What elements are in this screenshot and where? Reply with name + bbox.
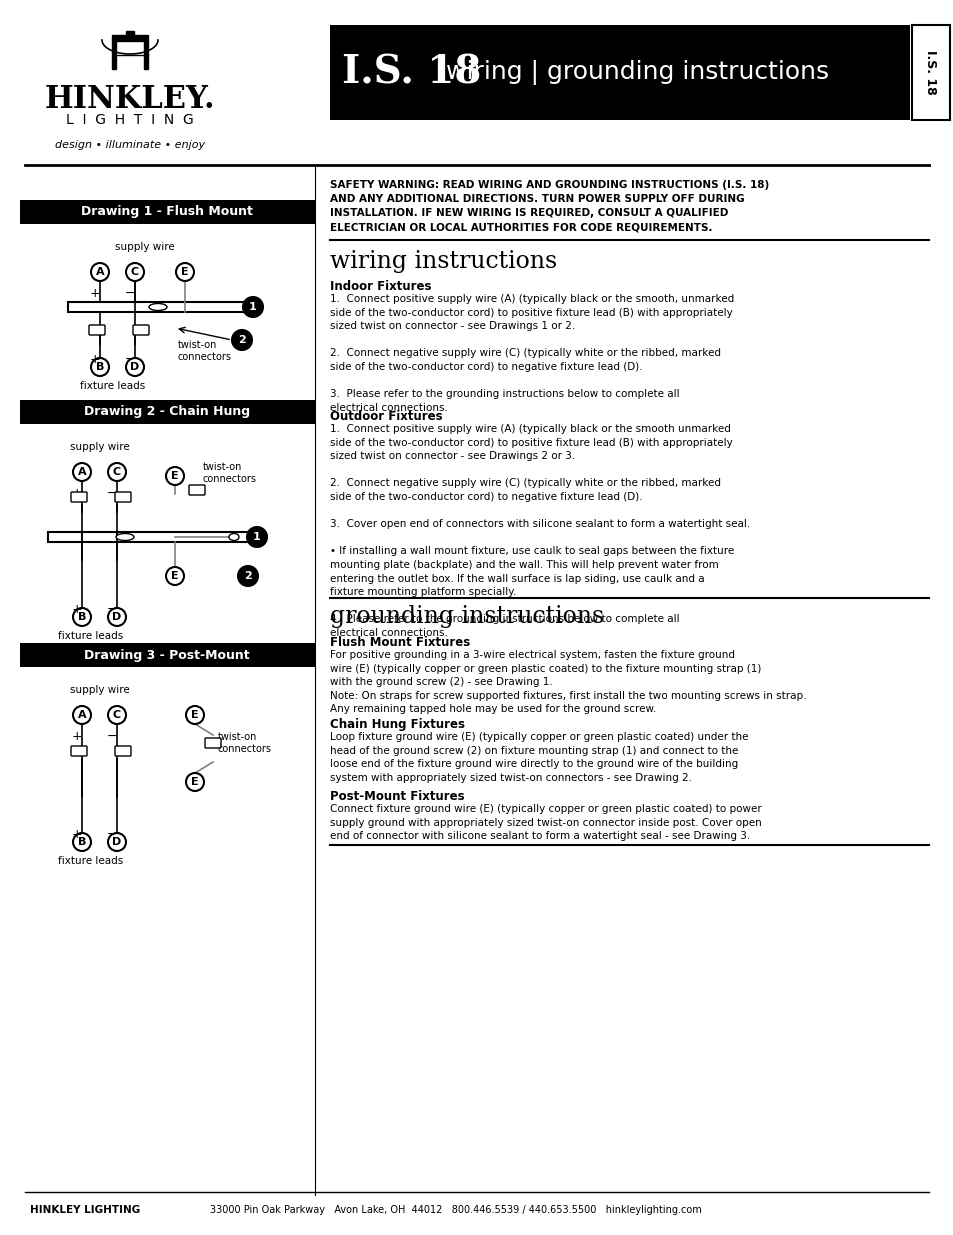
Bar <box>20 643 314 667</box>
Text: E: E <box>191 777 198 787</box>
FancyBboxPatch shape <box>115 492 131 501</box>
Circle shape <box>73 832 91 851</box>
Text: grounding instructions: grounding instructions <box>330 605 603 629</box>
FancyBboxPatch shape <box>189 485 205 495</box>
Text: 2: 2 <box>244 571 252 580</box>
Text: HINKLEY.: HINKLEY. <box>45 84 215 116</box>
Circle shape <box>91 263 109 282</box>
Circle shape <box>108 706 126 724</box>
Circle shape <box>108 463 126 480</box>
Text: D: D <box>112 613 121 622</box>
Bar <box>20 200 314 224</box>
Text: Loop fixture ground wire (E) (typically copper or green plastic coated) under th: Loop fixture ground wire (E) (typically … <box>330 732 748 783</box>
Text: Connect fixture ground wire (E) (typically copper or green plastic coated) to po: Connect fixture ground wire (E) (typical… <box>330 804 760 841</box>
Text: +: + <box>90 287 100 300</box>
Text: fixture leads: fixture leads <box>58 856 123 866</box>
Text: B: B <box>95 362 104 372</box>
Text: supply wire: supply wire <box>115 242 174 252</box>
Bar <box>126 31 133 36</box>
Text: C: C <box>112 710 121 720</box>
Text: SAFETY WARNING: READ WIRING AND GROUNDING INSTRUCTIONS (I.S. 18)
AND ANY ADDITIO: SAFETY WARNING: READ WIRING AND GROUNDIN… <box>330 180 768 232</box>
Text: −: − <box>125 353 135 366</box>
Circle shape <box>237 566 257 585</box>
Text: +: + <box>71 487 82 500</box>
Text: twist-on
connectors: twist-on connectors <box>218 732 272 753</box>
Circle shape <box>126 358 144 375</box>
Text: I.S. 18: I.S. 18 <box>341 53 481 91</box>
Text: −: − <box>125 287 135 300</box>
Text: E: E <box>171 471 178 480</box>
Text: Indoor Fixtures: Indoor Fixtures <box>330 280 431 293</box>
Text: Chain Hung Fixtures: Chain Hung Fixtures <box>330 718 464 731</box>
Text: twist-on
connectors: twist-on connectors <box>203 462 256 484</box>
Text: +: + <box>90 353 100 366</box>
Ellipse shape <box>229 534 239 541</box>
Text: Outdoor Fixtures: Outdoor Fixtures <box>330 410 442 424</box>
Text: E: E <box>171 571 178 580</box>
Text: +: + <box>71 730 82 743</box>
Text: wiring instructions: wiring instructions <box>330 249 557 273</box>
Text: I.S. 18: I.S. 18 <box>923 51 937 95</box>
Text: A: A <box>77 710 86 720</box>
Text: L  I  G  H  T  I  N  G: L I G H T I N G <box>66 112 193 127</box>
Bar <box>911 25 949 120</box>
Circle shape <box>232 330 252 350</box>
Text: fixture leads: fixture leads <box>80 382 145 391</box>
FancyBboxPatch shape <box>71 746 87 756</box>
Bar <box>112 35 148 41</box>
Bar <box>330 25 909 120</box>
Circle shape <box>166 567 184 585</box>
Text: E: E <box>181 267 189 277</box>
Text: 1: 1 <box>253 532 260 542</box>
Text: D: D <box>112 837 121 847</box>
Text: supply wire: supply wire <box>70 685 130 695</box>
Text: Drawing 3 - Post-Mount: Drawing 3 - Post-Mount <box>84 648 250 662</box>
Text: 1.  Connect positive supply wire (A) (typically black or the smooth unmarked
sid: 1. Connect positive supply wire (A) (typ… <box>330 424 749 638</box>
Text: wiring | grounding instructions: wiring | grounding instructions <box>437 61 828 85</box>
Text: 2: 2 <box>238 335 246 345</box>
Bar <box>68 303 248 312</box>
Text: −: − <box>107 603 117 616</box>
Bar <box>20 400 314 424</box>
Text: D: D <box>131 362 139 372</box>
Text: C: C <box>131 267 139 277</box>
Text: For positive grounding in a 3-wire electrical system, fasten the fixture ground
: For positive grounding in a 3-wire elect… <box>330 650 805 714</box>
Circle shape <box>73 608 91 626</box>
Text: +: + <box>71 827 82 841</box>
Text: Post-Mount Fixtures: Post-Mount Fixtures <box>330 790 464 803</box>
Text: −: − <box>107 730 117 743</box>
Text: A: A <box>95 267 104 277</box>
Circle shape <box>108 832 126 851</box>
Ellipse shape <box>116 534 133 541</box>
Text: B: B <box>78 613 86 622</box>
Text: E: E <box>191 710 198 720</box>
Circle shape <box>186 706 204 724</box>
Circle shape <box>73 706 91 724</box>
Text: −: − <box>107 487 117 500</box>
Circle shape <box>247 527 267 547</box>
Text: −: − <box>107 827 117 841</box>
Circle shape <box>91 358 109 375</box>
Text: twist-on
connectors: twist-on connectors <box>178 340 232 362</box>
Circle shape <box>175 263 193 282</box>
Text: A: A <box>77 467 86 477</box>
FancyBboxPatch shape <box>71 492 87 501</box>
FancyBboxPatch shape <box>205 739 221 748</box>
Text: 1: 1 <box>249 303 256 312</box>
Text: +: + <box>71 603 82 616</box>
Text: Drawing 1 - Flush Mount: Drawing 1 - Flush Mount <box>81 205 253 219</box>
Circle shape <box>243 296 263 317</box>
Bar <box>48 532 252 542</box>
Circle shape <box>126 263 144 282</box>
Text: 1.  Connect positive supply wire (A) (typically black or the smooth, unmarked
si: 1. Connect positive supply wire (A) (typ… <box>330 294 734 412</box>
Circle shape <box>108 608 126 626</box>
Circle shape <box>73 463 91 480</box>
Text: Flush Mount Fixtures: Flush Mount Fixtures <box>330 636 470 650</box>
Text: Drawing 2 - Chain Hung: Drawing 2 - Chain Hung <box>84 405 250 419</box>
Circle shape <box>186 773 204 790</box>
Text: 33000 Pin Oak Parkway   Avon Lake, OH  44012   800.446.5539 / 440.653.5500   hin: 33000 Pin Oak Parkway Avon Lake, OH 4401… <box>210 1205 701 1215</box>
FancyBboxPatch shape <box>132 325 149 335</box>
Text: design • illuminate • enjoy: design • illuminate • enjoy <box>55 140 205 149</box>
FancyBboxPatch shape <box>89 325 105 335</box>
Bar <box>112 41 116 69</box>
